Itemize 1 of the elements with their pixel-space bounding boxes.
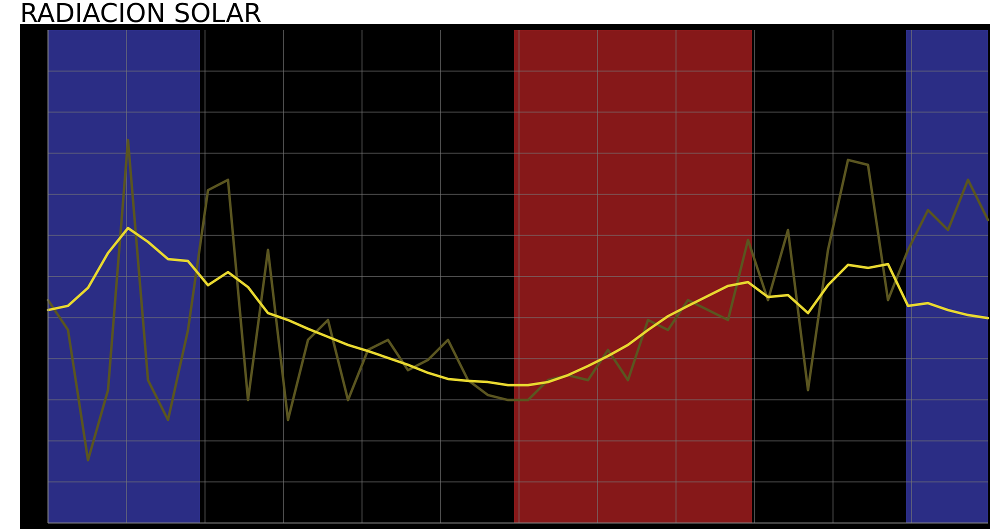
chart-title: RADIACION SOLAR bbox=[20, 0, 262, 29]
